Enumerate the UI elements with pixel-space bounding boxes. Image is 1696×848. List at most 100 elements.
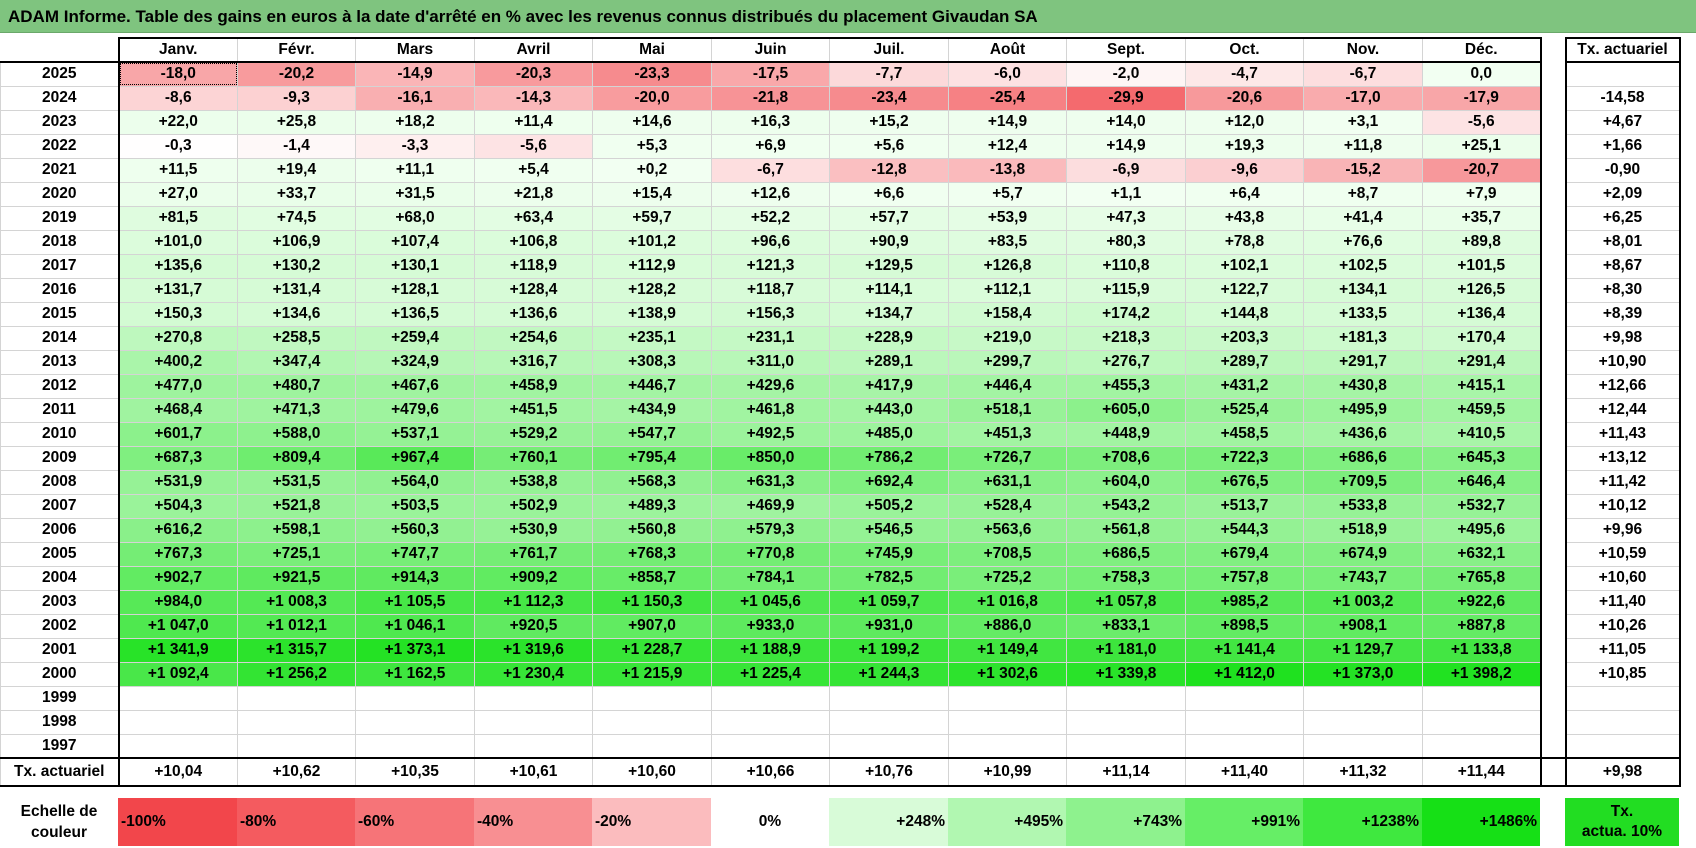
report-title: ADAM Informe. Table des gains en euros à… [0, 0, 1696, 33]
gain-cell: +448,9 [1066, 421, 1186, 447]
gain-cell: +1 225,4 [711, 661, 830, 687]
gain-cell: +485,0 [829, 421, 949, 447]
table-row: 2015 +150,3 +134,6 +136,5 +136,6 +138,9 +156,3… [0, 301, 1681, 327]
gain-cell: +708,5 [948, 541, 1067, 567]
gain-cell: +16,3 [711, 109, 830, 135]
gain-cell: +102,5 [1303, 253, 1423, 279]
gain-cell: +758,3 [1066, 565, 1186, 591]
gain-cell: +136,5 [355, 301, 475, 327]
gain-cell: +898,5 [1185, 613, 1304, 639]
gain-cell: +907,0 [592, 613, 712, 639]
table-row: 1997 [0, 733, 1681, 759]
gain-cell: +35,7 [1422, 205, 1542, 231]
gain-cell: +967,4 [355, 445, 475, 471]
gap-cell [1540, 278, 1566, 302]
footer-tx-total: +9,98 [1564, 757, 1681, 787]
gain-cell [711, 685, 830, 711]
gain-cell: +1 047,0 [118, 613, 238, 639]
gain-cell: +543,2 [1066, 493, 1186, 519]
tx-actuariel-cell [1564, 685, 1681, 711]
gain-cell: +760,1 [474, 445, 593, 471]
table-row: 2000 +1 092,4 +1 256,2 +1 162,5 +1 230,4 +1 2… [0, 661, 1681, 687]
gain-cell: +150,3 [118, 301, 238, 327]
gain-cell: +81,5 [118, 205, 238, 231]
gain-cell: +902,7 [118, 565, 238, 591]
gain-cell: +41,4 [1303, 205, 1423, 231]
footer-row: Tx. actuariel +10,04 +10,62 +10,35 +10,61 +10… [0, 757, 1681, 787]
gain-cell: +564,0 [355, 469, 475, 495]
year-label: 1997 [0, 733, 120, 759]
year-label: 2005 [0, 541, 120, 567]
month-header-6: Juin [711, 37, 830, 63]
gain-cell: +1 256,2 [237, 661, 356, 687]
gain-cell: +52,2 [711, 205, 830, 231]
month-header-5: Mai [592, 37, 712, 63]
gain-cell: +560,8 [592, 517, 712, 543]
gap-cell [1540, 350, 1566, 374]
year-label: 2015 [0, 301, 120, 327]
tx-actuariel-cell: +11,43 [1564, 421, 1681, 447]
gain-cell: +1 162,5 [355, 661, 475, 687]
table-row: 2005 +767,3 +725,1 +747,7 +761,7 +768,3 +770,8… [0, 541, 1681, 567]
gain-cell: +1 188,9 [711, 637, 830, 663]
gain-cell: +90,9 [829, 229, 949, 255]
gain-cell: +19,4 [237, 157, 356, 183]
footer-label: Tx. actuariel [0, 757, 120, 787]
table-row: 2009 +687,3 +809,4 +967,4 +760,1 +795,4 +850,0… [0, 445, 1681, 471]
gain-cell: +101,5 [1422, 253, 1542, 279]
gain-cell: +1 150,3 [592, 589, 712, 615]
gain-cell: -20,0 [592, 85, 712, 111]
gain-cell: +443,0 [829, 397, 949, 423]
gap-cell [1540, 374, 1566, 398]
gain-cell: +1 302,6 [948, 661, 1067, 687]
gain-cell: +1 228,7 [592, 637, 712, 663]
gain-cell: 0,0 [1422, 61, 1542, 87]
gain-cell: +235,1 [592, 325, 712, 351]
gain-cell: +631,1 [948, 469, 1067, 495]
gain-cell: +1 319,6 [474, 637, 593, 663]
gain-cell: +833,1 [1066, 613, 1186, 639]
gain-cell: +1 398,2 [1422, 661, 1542, 687]
gain-cell: +134,1 [1303, 277, 1423, 303]
gain-cell: +480,7 [237, 373, 356, 399]
gap-cell [1540, 662, 1566, 686]
tx-actuariel-cell: +2,09 [1564, 181, 1681, 207]
gain-cell: -7,7 [829, 61, 949, 87]
gain-cell: +761,7 [474, 541, 593, 567]
gain-cell: +605,0 [1066, 397, 1186, 423]
year-label: 2008 [0, 469, 120, 495]
gain-cell: +3,1 [1303, 109, 1423, 135]
color-scale-tx-line2: actua. 10% [1581, 823, 1663, 840]
gain-cell [118, 733, 238, 759]
gain-cell [829, 733, 949, 759]
year-label: 2003 [0, 589, 120, 615]
year-label: 1998 [0, 709, 120, 735]
gain-cell: +436,6 [1303, 421, 1423, 447]
year-label: 2018 [0, 229, 120, 255]
year-label: 2004 [0, 565, 120, 591]
gain-cell: +631,3 [711, 469, 830, 495]
gap-cell [1540, 470, 1566, 494]
table-row: 2003 +984,0 +1 008,3 +1 105,5 +1 112,3 +1 150… [0, 589, 1681, 615]
gap-cell [1540, 422, 1566, 446]
gain-cell [118, 709, 238, 735]
gain-cell: +471,3 [237, 397, 356, 423]
gain-cell: +601,7 [118, 421, 238, 447]
color-scale-step: -40% [474, 798, 592, 846]
tx-actuariel-cell: +8,01 [1564, 229, 1681, 255]
gain-cell: +324,9 [355, 349, 475, 375]
gain-cell: -17,5 [711, 61, 830, 87]
gain-cell: +686,5 [1066, 541, 1186, 567]
gain-cell [711, 733, 830, 759]
tx-actuariel-cell: +10,26 [1564, 613, 1681, 639]
gap-cell [1540, 398, 1566, 422]
gain-cell: +12,0 [1185, 109, 1304, 135]
gain-cell: +495,6 [1422, 517, 1542, 543]
gain-cell: +504,3 [118, 493, 238, 519]
gain-cell: +43,8 [1185, 205, 1304, 231]
gain-cell: +1 244,3 [829, 661, 949, 687]
gain-cell: +5,7 [948, 181, 1067, 207]
gain-cell: +1 008,3 [237, 589, 356, 615]
gain-cell: +21,8 [474, 181, 593, 207]
gap-cell [1540, 206, 1566, 230]
